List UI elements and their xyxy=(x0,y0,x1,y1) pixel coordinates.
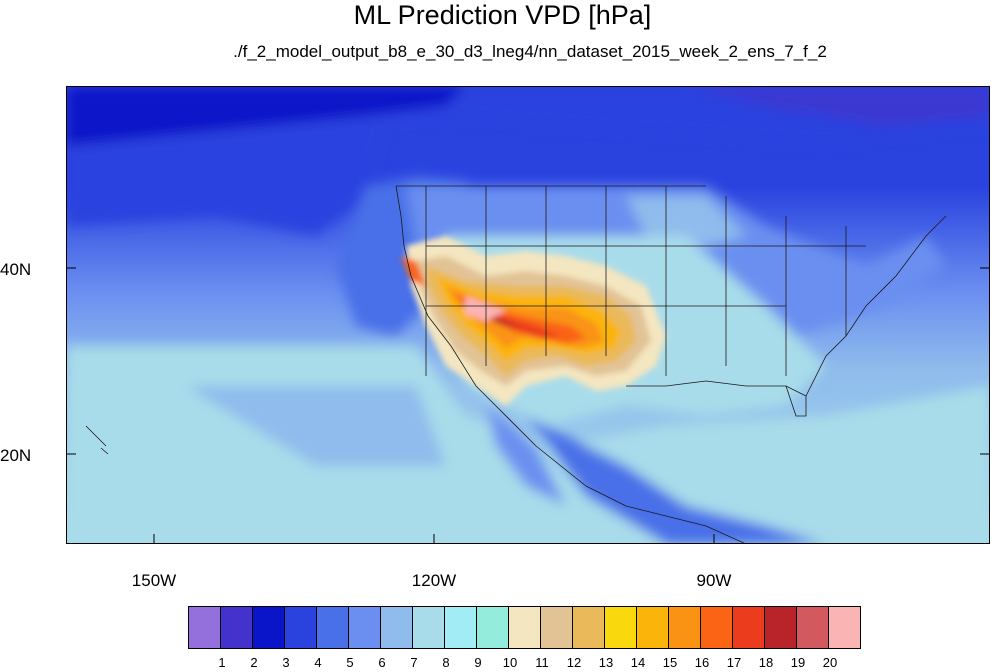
colorbar-swatch xyxy=(508,606,541,649)
lat-label-40n: 40N xyxy=(0,260,32,279)
colorbar-label: 19 xyxy=(790,655,806,670)
colorbar-label: 18 xyxy=(758,655,774,670)
vpd-map xyxy=(66,86,990,544)
colorbar-swatch xyxy=(604,606,637,649)
colorbar-label: 7 xyxy=(410,655,418,670)
colorbar-label: 3 xyxy=(282,655,290,670)
colorbar-label: 1 xyxy=(218,655,226,670)
colorbar-swatch xyxy=(828,606,861,649)
colorbar-label: 17 xyxy=(726,655,742,670)
colorbar-swatch xyxy=(284,606,317,649)
colorbar-label: 13 xyxy=(598,655,614,670)
colorbar-swatch xyxy=(700,606,733,649)
field-layer xyxy=(66,86,990,544)
lat-label-20n: 20N xyxy=(0,446,32,465)
colorbar-label: 8 xyxy=(442,655,450,670)
colorbar-swatch xyxy=(252,606,285,649)
colorbar-label: 15 xyxy=(662,655,678,670)
colorbar-label: 14 xyxy=(630,655,646,670)
colorbar-swatch xyxy=(572,606,605,649)
colorbar xyxy=(188,606,861,649)
colorbar-label: 6 xyxy=(378,655,386,670)
colorbar-label: 16 xyxy=(694,655,710,670)
colorbar-swatch xyxy=(476,606,509,649)
colorbar-swatch xyxy=(380,606,413,649)
colorbar-label: 9 xyxy=(474,655,482,670)
lon-label-90w: 90W xyxy=(696,571,732,590)
tick-marks xyxy=(66,267,990,544)
map-subtitle: ./f_2_model_output_b8_e_30_d3_lneg4/nn_d… xyxy=(233,42,827,61)
colorbar-swatch xyxy=(188,606,221,649)
colorbar-swatch xyxy=(316,606,349,649)
lon-label-120w: 120W xyxy=(411,571,457,590)
colorbar-swatch xyxy=(668,606,701,649)
colorbar-label: 12 xyxy=(566,655,582,670)
colorbar-swatch xyxy=(732,606,765,649)
colorbar-swatch xyxy=(348,606,381,649)
coastline-layer xyxy=(85,185,947,544)
lon-label-150w: 150W xyxy=(131,571,177,590)
colorbar-swatch xyxy=(636,606,669,649)
colorbar-label: 11 xyxy=(535,655,549,670)
colorbar-label: 10 xyxy=(502,655,518,670)
colorbar-label: 4 xyxy=(314,655,322,670)
map-frame xyxy=(66,86,990,544)
colorbar-swatch xyxy=(540,606,573,649)
colorbar-label: 5 xyxy=(346,655,354,670)
colorbar-label: 2 xyxy=(250,655,258,670)
colorbar-label: 20 xyxy=(822,655,838,670)
colorbar-swatch xyxy=(764,606,797,649)
map-title: ML Prediction VPD [hPa] xyxy=(353,0,652,30)
colorbar-swatch xyxy=(220,606,253,649)
colorbar-swatch xyxy=(444,606,477,649)
colorbar-swatch xyxy=(412,606,445,649)
colorbar-swatch xyxy=(796,606,829,649)
